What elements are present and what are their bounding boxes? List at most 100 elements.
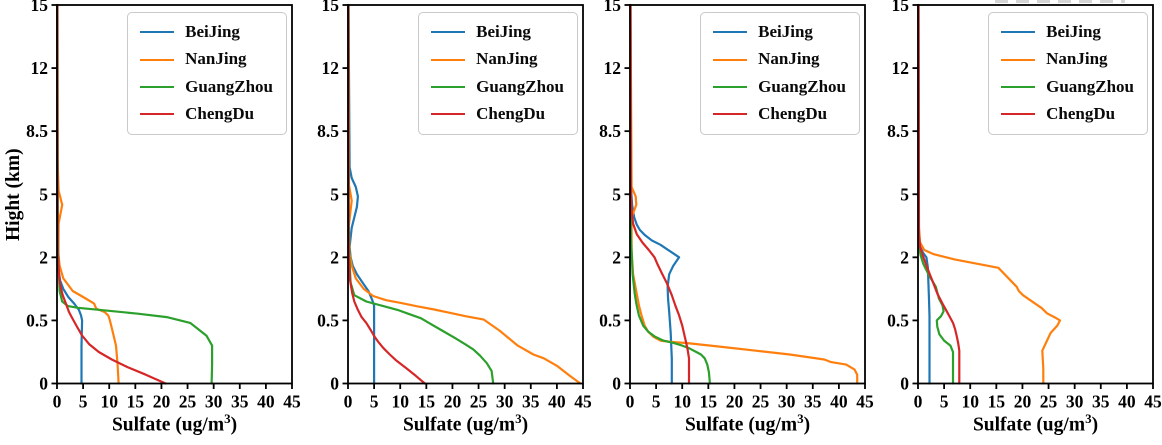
series-line-nanjing [917,3,1062,385]
x-axis-label-close: ) [1091,414,1099,436]
y-tick-label: 8.5 [599,121,621,141]
x-tick-label: 35 [1092,392,1110,412]
x-tick-label: 10 [391,392,409,412]
x-axis-label-close: ) [803,414,811,436]
x-tick-label: 20 [726,392,744,412]
y-tick-label: 15 [892,0,910,15]
x-tick-label: 0 [914,392,923,412]
series-line-beijing [629,3,681,385]
series-line-chengdu [347,3,426,385]
x-axis-label-close: ) [521,414,529,436]
legend-line-beijing-icon [140,31,175,34]
panel-3: 0 5 10 15 20 25 30 35 40 45 0 0.5 2 5 8.5 12 15 BeiJing … [583,0,875,445]
legend-item-guangzhou: GuangZhou [1001,77,1134,97]
x-axis-label-text: Sulfate (ug/m [402,414,516,436]
x-tick-label: 30 [496,392,514,412]
x-axis-label-text: Sulfate (ug/m [111,414,225,436]
x-axis-label-sup: 3 [515,411,522,426]
legend-line-beijing-icon [713,31,748,34]
x-tick-label: 15 [127,392,145,412]
x-axis-label-text: Sulfate (ug/m [972,414,1086,436]
legend-item-guangzhou: GuangZhou [140,77,273,97]
panel-1: 0 5 10 15 20 25 30 35 40 45 0 0.5 2 5 8.5 12 15 Hight (k… [3,0,302,445]
y-tick-label: 15 [322,0,340,15]
x-tick-label: 0 [53,392,62,412]
legend-line-chengdu-icon [1001,113,1036,116]
legend-item-chengdu: ChengDu [1001,104,1134,124]
legend-line-beijing-icon [431,31,466,34]
x-tick-label: 30 [205,392,223,412]
y-tick-label: 5 [612,184,621,204]
x-axis-label-3: Sulfate (ug/m3) [630,411,865,437]
panel-2: 0 5 10 15 20 25 30 35 40 45 0 0.5 2 5 8.5 12 15 BeiJing … [301,0,593,445]
y-tick-label: 5 [900,184,909,204]
legend-line-beijing-icon [1001,31,1036,34]
legend-line-guangzhou-icon [713,85,748,88]
legend-line-nanjing-icon [431,58,466,61]
x-tick-label: 45 [856,392,874,412]
y-tick-label: 0 [39,374,48,394]
series-line-beijing [56,3,84,385]
legend-label-guangzhou: GuangZhou [758,76,846,96]
legend-item-chengdu: ChengDu [713,104,846,124]
x-tick-label: 10 [673,392,691,412]
y-tick-label: 12 [322,58,340,78]
x-tick-label: 20 [444,392,462,412]
x-tick-label: 5 [940,392,949,412]
x-axis-label-sup: 3 [797,411,804,426]
y-tick-label: 2 [900,247,909,267]
legend-line-nanjing-icon [1001,58,1036,61]
y-tick-label: 12 [604,58,622,78]
series-line-guangzhou [629,3,712,385]
legend-label-beijing: BeiJing [476,22,531,41]
series-line-beijing [347,3,376,385]
legend-label-beijing: BeiJing [758,22,813,41]
legend-label-nanjing: NanJing [185,49,247,69]
x-tick-label: 35 [231,392,249,412]
x-axis-label-close: ) [230,414,238,436]
x-tick-label: 15 [700,392,718,412]
x-tick-label: 10 [100,392,118,412]
x-tick-label: 25 [179,392,197,412]
x-tick-label: 45 [283,392,301,412]
x-axis-label-1: Sulfate (ug/m3) [57,411,292,437]
x-tick-label: 25 [1040,392,1058,412]
x-tick-label: 40 [830,392,848,412]
legend-item-nanjing: NanJing [431,49,564,69]
y-tick-label: 0.5 [887,310,909,330]
series-line-chengdu [917,3,961,385]
y-tick-label: 12 [892,58,910,78]
legend-item-nanjing: NanJing [140,49,273,69]
legend-label-nanjing: NanJing [758,49,820,69]
x-tick-label: 45 [1144,392,1162,412]
series-line-guangzhou [917,3,955,385]
legend-label-chengdu: ChengDu [758,104,828,124]
legend-label-chengdu: ChengDu [185,104,255,124]
legend-2: BeiJing NanJing GuangZhou ChengDu [418,12,578,135]
legend-item-guangzhou: GuangZhou [713,77,846,97]
x-tick-label: 35 [522,392,540,412]
y-tick-label: 8.5 [317,121,339,141]
legend-label-nanjing: NanJing [1046,49,1108,69]
y-tick-label: 0.5 [317,310,339,330]
y-tick-label: 0.5 [26,310,48,330]
panel-4: 0 5 10 15 20 25 30 35 40 45 0 0.5 2 5 8.5 12 15 BeiJing … [871,0,1162,445]
y-tick-label: 0 [330,374,339,394]
y-tick-label: 0.5 [599,310,621,330]
legend-label-chengdu: ChengDu [476,104,546,124]
y-tick-label: 8.5 [887,121,909,141]
x-tick-label: 25 [470,392,488,412]
legend-line-nanjing-icon [140,58,175,61]
series-line-chengdu [629,3,691,385]
x-tick-label: 25 [752,392,770,412]
legend-item-chengdu: ChengDu [431,104,564,124]
y-tick-label: 0 [900,374,909,394]
x-axis-label-sup: 3 [224,411,231,426]
legend-label-guangzhou: GuangZhou [1046,76,1134,96]
legend-item-beijing: BeiJing [713,22,846,42]
